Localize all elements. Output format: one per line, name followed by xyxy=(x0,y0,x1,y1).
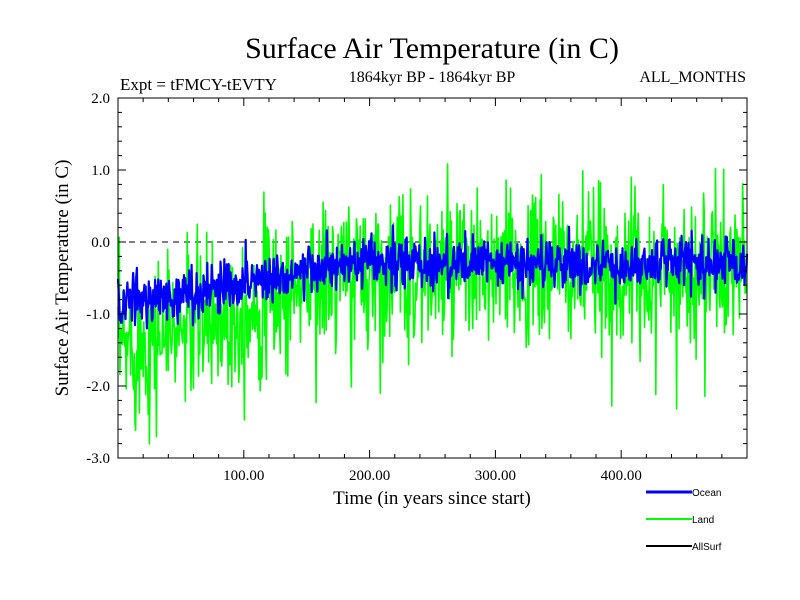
series-line-ocean xyxy=(116,224,749,330)
chart-subtitle-right: ALL_MONTHS xyxy=(639,69,746,86)
legend-label-land: Land xyxy=(692,515,714,526)
series-line-land xyxy=(117,163,748,445)
x-axis-label: Time (in years since start) xyxy=(333,488,531,509)
chart-title: Surface Air Temperature (in C) xyxy=(245,32,619,65)
x-tick-label: 200.00 xyxy=(349,468,390,484)
legend-label-ocean: Ocean xyxy=(692,488,721,499)
y-tick-label: 0.0 xyxy=(91,235,110,251)
plot-frame xyxy=(117,97,748,459)
y-axis-label: Surface Air Temperature (in C) xyxy=(52,160,73,397)
y-tick-label: -3.0 xyxy=(86,451,110,467)
legend: Ocean Land AllSurf xyxy=(646,488,722,553)
axes: 2.0 1.0 0.0 -1.0 -2.0 -3.0 100.00 200.00 300.00 4… xyxy=(86,91,748,484)
y-tick-label: -1.0 xyxy=(86,307,110,323)
x-tick-label: 100.00 xyxy=(223,468,264,484)
chart-subtitle-left: Expt = tFMCY-tEVTY xyxy=(120,75,277,94)
legend-label-allsurf: AllSurf xyxy=(692,542,722,553)
x-tick-label: 400.00 xyxy=(601,468,642,484)
x-tick-label: 300.00 xyxy=(475,468,516,484)
chart-subtitle-center: 1864kyr BP - 1864kyr BP xyxy=(349,69,516,86)
y-tick-label: 2.0 xyxy=(91,91,110,107)
y-tick-label: 1.0 xyxy=(91,163,110,179)
plot-area xyxy=(116,163,749,445)
y-tick-label: -2.0 xyxy=(86,379,110,395)
